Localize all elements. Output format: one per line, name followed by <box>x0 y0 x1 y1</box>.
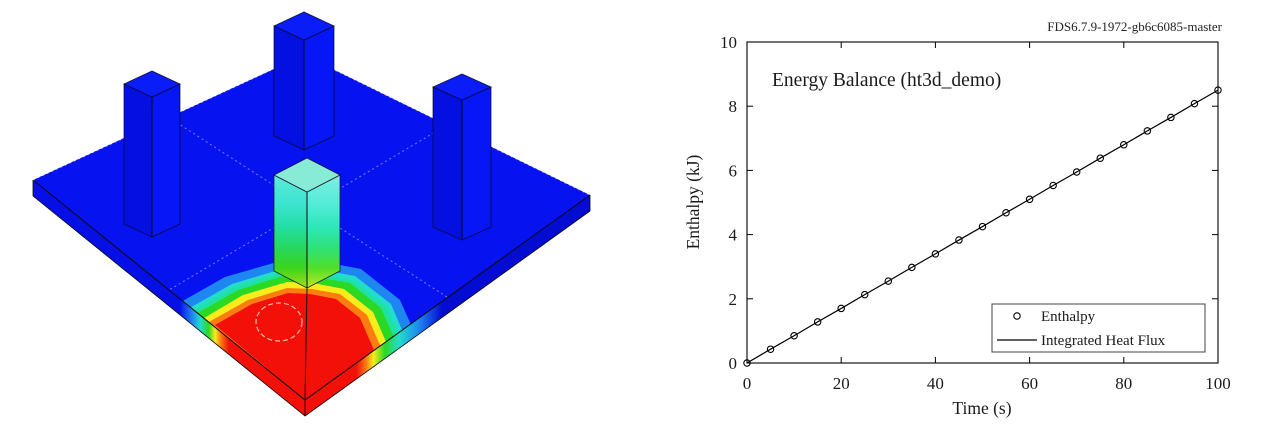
x-tick-label: 40 <box>927 374 944 393</box>
device-ring <box>255 302 303 342</box>
hot-red-zone <box>215 293 374 400</box>
plot-area: 0 20 40 60 80 100 0 2 4 6 8 10 Enthalpy Integrated He… <box>720 33 1231 393</box>
y-tick-label: 4 <box>729 226 738 245</box>
enthalpy-marker <box>1072 168 1081 176</box>
legend-marker-circle <box>1013 312 1021 320</box>
x-tick-label: 60 <box>1021 374 1038 393</box>
enthalpy-marker <box>743 359 751 367</box>
x-tick-label: 0 <box>743 374 752 393</box>
enthalpy-marker <box>1096 154 1105 162</box>
enthalpy-marker <box>1167 113 1175 122</box>
y-tick-label: 8 <box>729 97 738 116</box>
enthalpy-marker <box>908 263 916 272</box>
enthalpy-marker <box>1214 86 1222 94</box>
enthalpy-marker <box>1143 127 1152 135</box>
energy-balance-chart: FDS6.7.9-1972-gb6c6085-master Energy Bal… <box>683 19 1231 418</box>
y-tick-label: 0 <box>729 354 738 373</box>
enthalpy-marker <box>1025 195 1034 204</box>
enthalpy-marker <box>837 304 845 313</box>
enthalpy-marker <box>978 222 987 231</box>
enthalpy-marker <box>955 236 963 244</box>
enthalpy-marker <box>1190 99 1199 108</box>
y-tick-label: 10 <box>720 33 737 52</box>
legend-entry-integrated-heat-flux: Integrated Heat Flux <box>1041 333 1166 349</box>
y-tick-label: 6 <box>729 161 738 180</box>
plate-slab-right-face <box>305 195 590 416</box>
y-tick-label: 2 <box>729 290 738 309</box>
legend-box <box>991 303 1206 353</box>
x-axis-label: Time (s) <box>952 398 1011 418</box>
y-axis-label: Enthalpy (kJ) <box>683 154 703 249</box>
left-pillar <box>123 70 181 238</box>
plate-slab-left-face <box>33 180 305 416</box>
fds-version-label: FDS6.7.9-1972-gb6c6085-master <box>1047 19 1222 34</box>
x-tick-label: 20 <box>833 374 850 393</box>
heated-center-pillar <box>273 157 341 289</box>
x-tick-label: 80 <box>1115 374 1132 393</box>
integrated-heat-flux-line <box>746 89 1219 364</box>
x-tick-label: 100 <box>1205 374 1231 393</box>
legend-entry-enthalpy: Enthalpy <box>1041 309 1096 325</box>
back-pillar <box>273 11 335 151</box>
enthalpy-marker <box>813 318 822 326</box>
enthalpy-marker <box>1002 209 1010 217</box>
enthalpy-marker <box>766 345 775 353</box>
heat3d-scene <box>32 11 591 417</box>
right-pillar <box>432 73 492 241</box>
axis-box <box>746 41 1219 364</box>
enthalpy-marker <box>931 250 940 258</box>
plate-edges <box>32 54 591 417</box>
enthalpy-marker <box>1049 181 1057 190</box>
enthalpy-marker <box>884 277 893 285</box>
chart-title: Energy Balance (ht3d_demo) <box>772 70 1001 91</box>
enthalpy-marker <box>1120 140 1128 149</box>
enthalpy-marker <box>860 290 869 299</box>
enthalpy-marker <box>790 331 798 340</box>
